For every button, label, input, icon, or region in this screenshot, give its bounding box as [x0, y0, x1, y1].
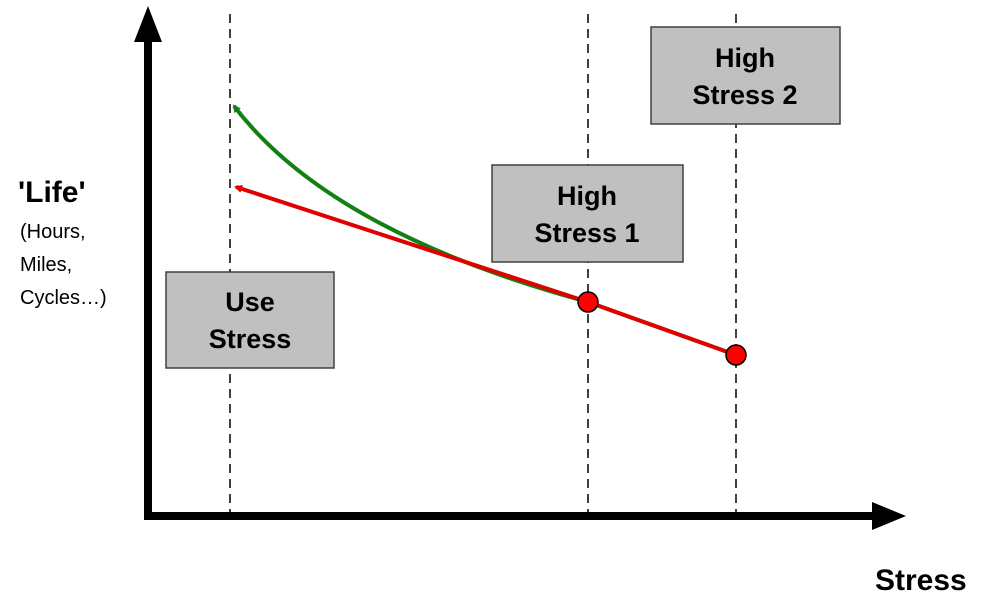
y-axis-arrow: [134, 6, 162, 42]
box-label: High: [715, 43, 775, 73]
point: [725, 344, 747, 366]
box: High Stress 2: [650, 26, 841, 125]
y-axis-title: 'Life': [18, 176, 86, 209]
box-label: Stress 1: [534, 218, 639, 248]
red-line: [234, 185, 589, 304]
point: [577, 291, 599, 313]
y-axis-subtitle: Miles,: [20, 254, 72, 276]
box: Use Stress: [165, 271, 335, 369]
y-axis-subtitle: (Hours,: [20, 221, 86, 243]
box-label: Stress 2: [692, 80, 797, 110]
box-label: Use: [225, 287, 275, 317]
box-label: Stress: [209, 324, 292, 354]
box: High Stress 1: [491, 164, 684, 263]
y-axis-subtitle: Cycles…): [20, 287, 107, 309]
x-axis-arrow: [872, 502, 906, 530]
red-segment: [587, 300, 737, 357]
x-axis-title: Stress: [875, 564, 967, 595]
box-label: High: [557, 181, 617, 211]
